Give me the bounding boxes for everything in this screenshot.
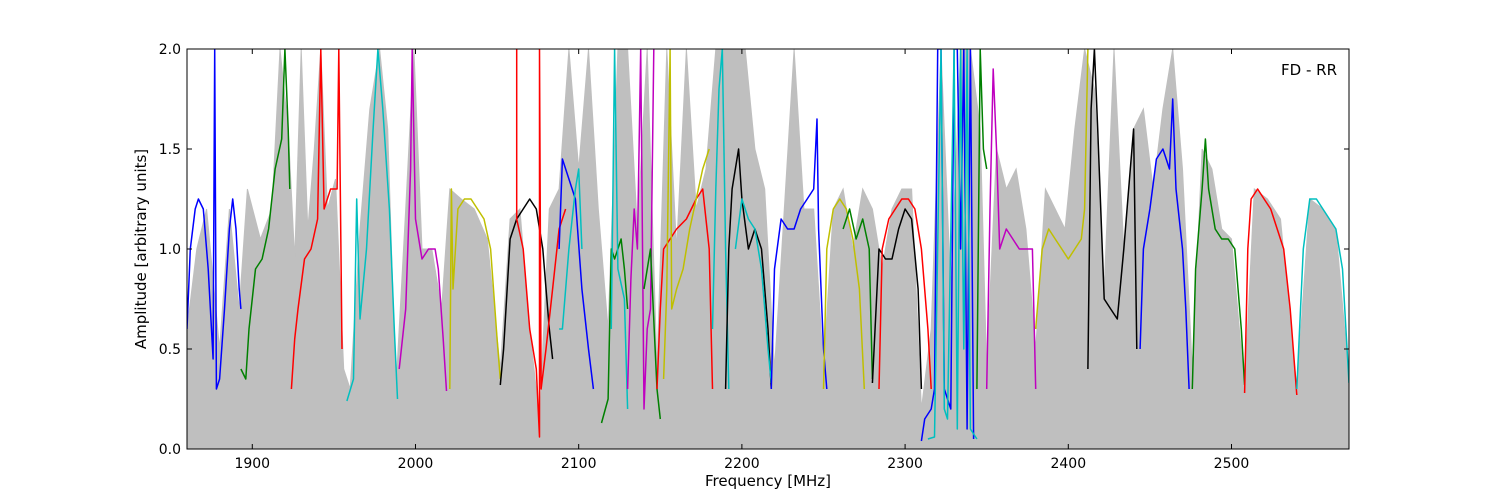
x-tick-label: 2500 <box>1214 456 1250 472</box>
series-line-11 <box>600 238 629 424</box>
series-line-33 <box>1243 188 1298 396</box>
series-line-14 <box>643 248 662 420</box>
y-tick-label: 1.0 <box>159 242 181 258</box>
series-line-9 <box>558 158 595 390</box>
series-line-25 <box>920 49 975 442</box>
series-line-30 <box>1087 49 1138 370</box>
series-line-31 <box>1139 98 1190 390</box>
y-tick-label: 2.0 <box>159 42 181 58</box>
x-axis-title: Frequency [MHz] <box>705 472 831 490</box>
x-tick-label: 2000 <box>398 456 434 472</box>
x-tick-label: 2400 <box>1050 456 1086 472</box>
series-line-18 <box>724 148 773 390</box>
series-line-34 <box>1296 198 1349 390</box>
series-line-12 <box>610 49 629 410</box>
y-tick-label: 0.5 <box>159 342 181 358</box>
y-tick-label: 0.0 <box>159 442 181 458</box>
series-line-8 <box>515 49 567 438</box>
series-line-4 <box>346 49 399 402</box>
background-spectrum-envelope <box>187 49 1349 449</box>
series-line-21 <box>822 198 866 390</box>
series-line-32 <box>1191 138 1246 390</box>
series-line-7 <box>499 198 554 386</box>
series-line-16 <box>662 49 710 380</box>
series-line-26 <box>927 49 978 440</box>
series-line-10 <box>559 168 583 330</box>
series-line-22 <box>842 208 874 380</box>
series-line-17 <box>711 49 730 390</box>
series-line-3 <box>290 49 343 390</box>
series-line-13 <box>626 49 655 410</box>
series-line-1 <box>187 49 242 390</box>
chart-annotation: FD - RR <box>1281 61 1337 79</box>
series-line-29 <box>1034 49 1089 330</box>
x-tick-label: 2100 <box>561 456 597 472</box>
series-line-15 <box>656 188 714 390</box>
series-line-20 <box>770 118 828 390</box>
series-line-6 <box>449 188 502 390</box>
series-line-28 <box>985 68 1037 390</box>
series-line-23 <box>871 208 923 390</box>
x-tick-label: 2200 <box>724 456 760 472</box>
series-line-5 <box>398 49 448 392</box>
series-line-27 <box>976 49 988 390</box>
x-tick-label: 1900 <box>234 456 270 472</box>
y-axis-title: Amplitude [arbitrary units] <box>132 149 150 349</box>
series-line-2 <box>240 49 291 380</box>
y-tick-label: 1.5 <box>159 142 181 158</box>
series-line-19 <box>734 198 773 384</box>
x-tick-label: 2300 <box>887 456 923 472</box>
series-line-24 <box>878 198 932 390</box>
